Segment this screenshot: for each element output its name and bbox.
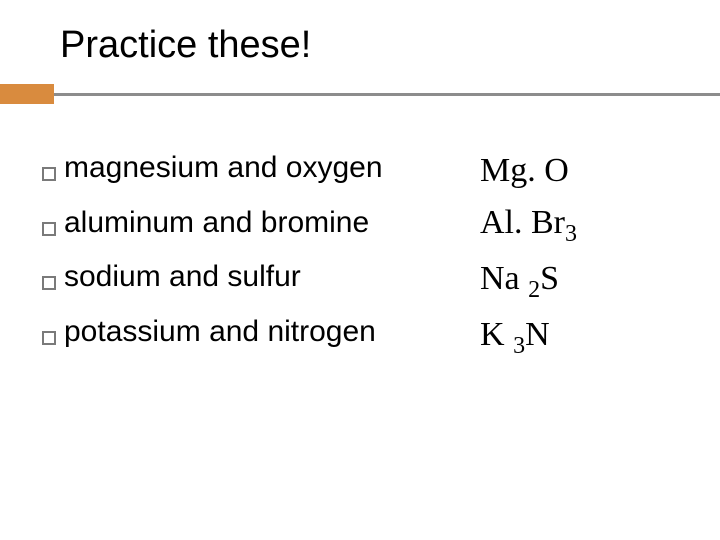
bullet-icon <box>42 331 56 345</box>
bullet-text: magnesium and oxygen <box>64 148 383 189</box>
formula: Mg. O <box>480 148 680 194</box>
list-item: magnesium and oxygen <box>42 148 480 189</box>
list-item: aluminum and bromine <box>42 203 480 244</box>
list-item: sodium and sulfur <box>42 257 480 298</box>
bullet-text: aluminum and bromine <box>64 203 369 244</box>
content-area: magnesium and oxygen aluminum and bromin… <box>42 148 680 368</box>
title-underline <box>0 93 720 96</box>
bullet-text: potassium and nitrogen <box>64 312 376 353</box>
bullet-icon <box>42 222 56 236</box>
slide-title: Practice these! <box>60 24 311 67</box>
accent-bar <box>0 84 54 104</box>
formula: Na 2S <box>480 256 680 306</box>
title-region: Practice these! <box>60 24 311 67</box>
formula: Al. Br3 <box>480 200 680 250</box>
bullet-text: sodium and sulfur <box>64 257 301 298</box>
formula-list: Mg. O Al. Br3 Na 2S K 3N <box>480 148 680 368</box>
bullet-icon <box>42 167 56 181</box>
formula: K 3N <box>480 312 680 362</box>
bullet-list: magnesium and oxygen aluminum and bromin… <box>42 148 480 368</box>
list-item: potassium and nitrogen <box>42 312 480 353</box>
bullet-icon <box>42 276 56 290</box>
